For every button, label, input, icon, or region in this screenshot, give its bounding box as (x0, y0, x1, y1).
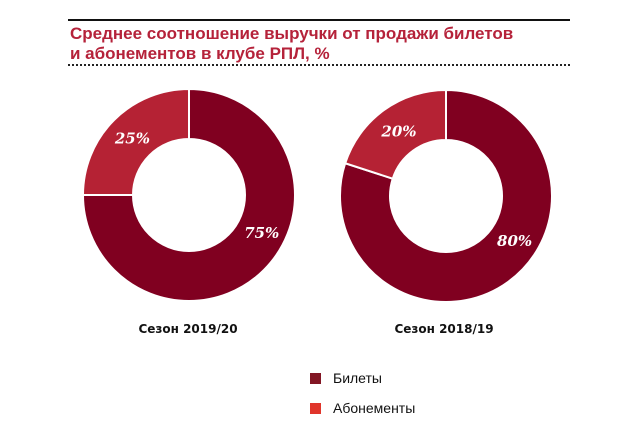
slice-value-label: 20% (380, 122, 416, 140)
season-label-2019-20: Сезон 2019/20 (138, 322, 238, 336)
donut-slice-subscriptions (343, 88, 447, 180)
title-line-2: и абонементов в клубе РПЛ, % (70, 44, 330, 63)
donut-chart-2018-19: 80% 20% (339, 88, 553, 303)
donut-chart-2019-20: 75% 25% (81, 88, 296, 302)
legend-label-tickets: Билеты (333, 370, 382, 386)
season-label-2018-19: Сезон 2018/19 (394, 322, 494, 336)
slice-value-label: 25% (114, 129, 150, 147)
legend-item-subscriptions: Абонементы (310, 400, 415, 416)
donut-slice-subscriptions (81, 88, 190, 197)
legend-label-subscriptions: Абонементы (333, 400, 416, 416)
slice-value-label: 80% (497, 232, 532, 250)
slice-value-label: 75% (244, 224, 279, 242)
legend-item-tickets: Билеты (310, 370, 382, 386)
donut-slice-tickets (339, 88, 553, 303)
legend-swatch-tickets (310, 372, 321, 384)
chart-title: Среднее соотношение выручки от продажи б… (70, 24, 570, 64)
donut-slice-tickets (81, 88, 296, 302)
legend-swatch-subscriptions (310, 402, 321, 414)
dotted-divider (68, 64, 570, 66)
title-line-1: Среднее соотношение выручки от продажи б… (70, 24, 514, 43)
top-rule (68, 19, 570, 21)
